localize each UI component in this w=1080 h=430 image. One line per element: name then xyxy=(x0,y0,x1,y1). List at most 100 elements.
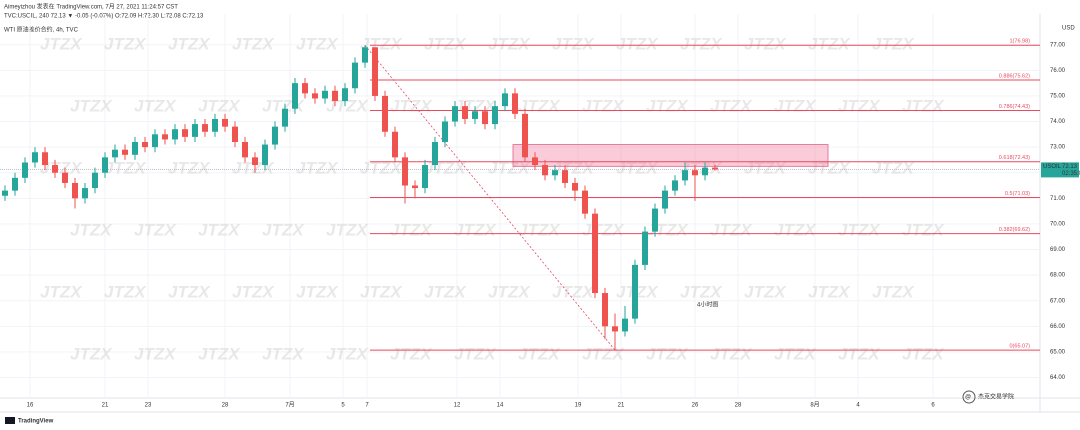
candle-body xyxy=(682,170,688,181)
watermark: JTZX xyxy=(232,282,275,301)
author-line: Aimeyizhou 发表在 TradingView.com, 7月 27, 2… xyxy=(4,3,178,11)
watermark: JTZX xyxy=(360,34,403,53)
fib-label: 0.886(75.62) xyxy=(999,74,1030,80)
y-tick-label: 74.00 xyxy=(1050,119,1066,125)
footer-at: @ xyxy=(965,395,971,401)
watermark: JTZX xyxy=(134,220,177,239)
candle-body xyxy=(632,264,638,319)
watermark: JTZX xyxy=(582,344,625,363)
x-tick-label: 28 xyxy=(222,403,229,409)
candle-body xyxy=(252,157,258,166)
candle-body xyxy=(222,118,228,127)
watermark: JTZX xyxy=(518,220,561,239)
watermark: JTZX xyxy=(902,344,945,363)
x-tick-label: 28 xyxy=(735,403,742,409)
candle-body xyxy=(172,129,178,140)
watermark: JTZX xyxy=(488,158,531,177)
watermark: JTZX xyxy=(774,220,817,239)
x-tick-label: 23 xyxy=(145,403,152,409)
x-tick-label: 14 xyxy=(497,403,504,409)
watermark: JTZX xyxy=(424,282,467,301)
watermark: JTZX xyxy=(424,34,467,53)
watermark: JTZX xyxy=(104,158,147,177)
x-tick-label: 6 xyxy=(931,403,935,409)
candle-body xyxy=(602,293,608,327)
watermark: JTZX xyxy=(774,344,817,363)
footer-watermark: 杰克交易学院 xyxy=(978,393,1014,401)
candle-body xyxy=(612,326,618,332)
watermark: JTZX xyxy=(902,96,945,115)
y-tick-label: 67.00 xyxy=(1050,298,1066,304)
price-tag-label: USOIL xyxy=(1043,164,1062,170)
y-tick-label: 66.00 xyxy=(1050,324,1066,330)
candle-body xyxy=(402,157,408,186)
candle-body xyxy=(622,318,628,332)
candle-body xyxy=(422,165,428,189)
watermark: JTZX xyxy=(872,282,915,301)
candle-body xyxy=(282,108,288,127)
watermark: JTZX xyxy=(582,96,625,115)
candle-body xyxy=(92,172,98,189)
x-tick-label: 16 xyxy=(27,403,34,409)
logo-icon xyxy=(5,417,15,424)
candle-body xyxy=(352,62,358,89)
candle-body xyxy=(312,93,318,99)
plot: 77.0076.0075.0074.0073.0072.0071.0070.00… xyxy=(0,14,1080,409)
candle-body xyxy=(342,88,348,102)
candle-body xyxy=(502,93,508,107)
watermark: JTZX xyxy=(390,220,433,239)
candle-body xyxy=(322,90,328,99)
watermark: JTZX xyxy=(488,34,531,53)
candle-body xyxy=(22,162,28,178)
candle-body xyxy=(382,95,388,132)
candle-body xyxy=(652,208,658,232)
x-tick-label: 4 xyxy=(856,403,860,409)
watermark: JTZX xyxy=(390,344,433,363)
y-tick-label: 65.00 xyxy=(1050,349,1066,355)
candle-body xyxy=(72,182,78,199)
watermark: JTZX xyxy=(70,344,113,363)
footer-icon xyxy=(962,390,976,404)
candle-body xyxy=(262,144,268,166)
candle-body xyxy=(202,124,208,132)
watermark: JTZX xyxy=(808,282,851,301)
candle-body xyxy=(82,188,88,199)
currency: USD xyxy=(1062,26,1075,32)
watermark: JTZX xyxy=(838,220,881,239)
x-tick-label: 12 xyxy=(454,403,461,409)
watermark: JTZX xyxy=(710,220,753,239)
watermark: JTZX xyxy=(872,34,915,53)
watermark: JTZX xyxy=(616,158,659,177)
candle-body xyxy=(102,157,108,173)
watermark: JTZX xyxy=(262,220,305,239)
watermark: JTZX xyxy=(198,344,241,363)
watermark: JTZX xyxy=(168,158,211,177)
watermark: JTZX xyxy=(838,96,881,115)
candle-body xyxy=(432,142,438,166)
watermark: JTZX xyxy=(808,34,851,53)
y-tick-label: 69.00 xyxy=(1050,247,1066,253)
candle-body xyxy=(192,124,198,137)
watermark: JTZX xyxy=(744,34,787,53)
watermark: JTZX xyxy=(744,158,787,177)
fib-label: 1(76.98) xyxy=(1010,39,1031,45)
x-tick-label: 21 xyxy=(618,403,625,409)
candle-body xyxy=(462,106,468,119)
watermark: JTZX xyxy=(326,96,369,115)
watermark: JTZX xyxy=(70,96,113,115)
price-tag-countdown: 02:35:04 xyxy=(1062,171,1080,177)
candle-body xyxy=(702,167,708,176)
fib-label: 0(65.07) xyxy=(1010,344,1031,350)
candle-body xyxy=(472,111,478,119)
x-tick-label: 19 xyxy=(575,403,582,409)
watermark: JTZX xyxy=(134,344,177,363)
candle-body xyxy=(522,113,528,158)
watermark: JTZX xyxy=(360,158,403,177)
candle-body xyxy=(162,134,168,140)
candle-body xyxy=(332,90,338,102)
candle-body xyxy=(642,231,648,265)
candle-body xyxy=(712,167,718,170)
candle-body xyxy=(292,83,298,109)
x-tick-label: 7月 xyxy=(285,402,294,409)
candle-body xyxy=(672,180,678,191)
